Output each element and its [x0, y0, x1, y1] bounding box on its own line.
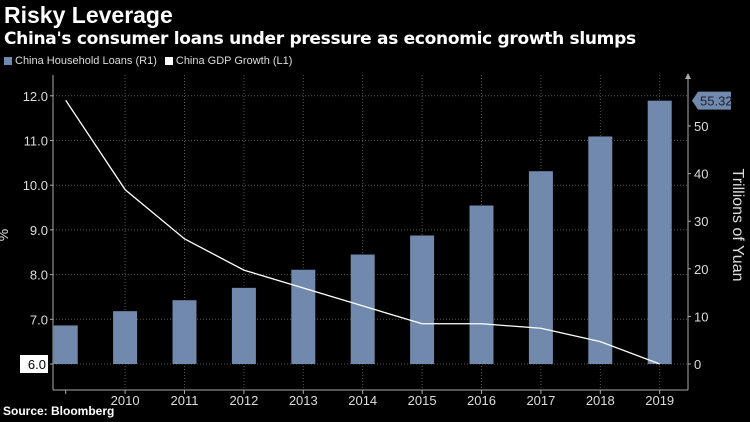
bar-2013: [291, 269, 316, 364]
bar-2019: [647, 100, 672, 364]
right-last-value-box: [692, 91, 731, 110]
right-tick-label: 0: [694, 357, 701, 372]
bar-2010: [113, 311, 138, 364]
right-axis-label: Trillions of Yuan: [729, 169, 746, 282]
x-tick-label: 2018: [586, 393, 615, 408]
legend-label-loans: China Household Loans (R1): [15, 55, 157, 67]
left-tick-label: 8.0: [30, 268, 48, 283]
left-tick-label: 12.0: [23, 89, 48, 104]
legend-item-loans: China Household Loans (R1): [4, 55, 157, 67]
chart-subtitle: China's consumer loans under pressure as…: [4, 29, 636, 49]
left-tick-label: 7.0: [30, 312, 48, 327]
x-tick-label: 2019: [645, 393, 674, 408]
right-axis-arrow: [685, 73, 691, 79]
left-tick-label: 6.0: [28, 357, 46, 372]
bar-2016: [469, 205, 494, 364]
source-note: Source: Bloomberg: [3, 404, 115, 418]
legend-swatch-loans: [4, 57, 12, 66]
bar-2011: [172, 300, 197, 364]
right-last-value-label: 55.32: [700, 94, 733, 109]
left-axis-label: %: [0, 229, 11, 241]
x-tick-label: 2016: [467, 393, 496, 408]
legend-label-gdp: China GDP Growth (L1): [175, 55, 293, 67]
left-tick-label: 9.0: [30, 223, 48, 238]
x-tick-label: 2012: [229, 393, 258, 408]
bar-2015: [410, 235, 435, 364]
gdp-growth-line: [65, 99, 660, 365]
left-last-value-box: [20, 355, 48, 373]
bar-2017: [528, 171, 553, 364]
x-tick-label: 2011: [171, 393, 199, 408]
legend-item-gdp: China GDP Growth (L1): [164, 55, 293, 67]
right-tick-label: 50: [694, 119, 708, 134]
legend: China Household Loans (R1) China GDP Gro…: [4, 55, 292, 67]
right-tick-label: 10: [694, 309, 708, 324]
bar-2012: [231, 287, 256, 364]
x-tick-label: 2017: [526, 393, 555, 408]
left-tick-label: 10.0: [23, 178, 48, 193]
left-tick-label: 11.0: [24, 134, 48, 149]
chart-title: Risky Leverage: [4, 2, 173, 28]
x-tick-label: 2015: [408, 393, 437, 408]
right-tick-label: 30: [694, 214, 708, 229]
bar-2018: [588, 136, 613, 364]
x-tick-label: 2013: [289, 393, 318, 408]
right-tick-label: 40: [694, 167, 708, 182]
bar-2014: [350, 254, 375, 364]
right-tick-label: 20: [694, 262, 708, 277]
legend-swatch-gdp: [164, 57, 173, 66]
bar-2009: [53, 325, 78, 364]
x-tick-label: 2010: [111, 393, 140, 408]
x-tick-label: 2014: [348, 393, 377, 408]
